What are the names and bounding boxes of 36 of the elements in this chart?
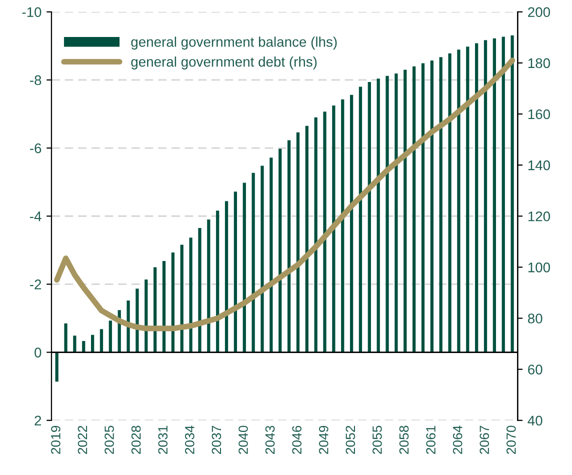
y-tick-label: -4 [30, 212, 42, 222]
y2-tick-label: 80 [528, 314, 542, 324]
x-tick-label: 2055 [372, 426, 382, 454]
y2-tick-label: 60 [528, 364, 542, 374]
y2-tick-label: 140 [528, 160, 550, 170]
y-tick-label: -10 [22, 7, 42, 18]
x-tick-label: 2043 [265, 426, 275, 454]
x-tick-label: 2049 [318, 426, 328, 454]
x-tick-label: 2064 [452, 426, 462, 454]
legend-label: general government balance (lhs) [131, 36, 337, 50]
x-tick-label: 2046 [292, 426, 302, 454]
x-tick-label: 2034 [184, 426, 194, 454]
x-tick-label: 2061 [426, 426, 436, 454]
y-tick-label: 0 [34, 348, 42, 358]
x-tick-label: 2022 [78, 426, 88, 454]
x-tick-label: 2070 [506, 426, 516, 454]
x-tick-label: 2028 [131, 426, 141, 454]
y2-tick-label: 100 [528, 262, 550, 272]
y2-tick-label: 200 [528, 7, 550, 18]
y2-tick-label: 40 [528, 416, 542, 426]
x-tick-label: 2025 [104, 426, 114, 454]
y2-tick-label: 160 [528, 109, 550, 120]
y2-tick-label: 120 [528, 211, 550, 222]
y-tick-label: -6 [30, 143, 42, 154]
x-tick-label: 2052 [346, 426, 356, 454]
x-tick-label: 2031 [158, 426, 168, 454]
x-tick-label: 2040 [238, 426, 248, 454]
x-tick-label: 2019 [51, 426, 60, 454]
y2-tick-label: 180 [528, 58, 550, 68]
y-tick-label: -8 [30, 75, 42, 86]
x-tick-label: 2058 [399, 426, 409, 454]
y-tick-label: -2 [30, 280, 42, 290]
x-tick-label: 2067 [480, 426, 490, 454]
legend-label: general government debt (rhs) [131, 56, 317, 70]
x-tick-label: 2037 [212, 426, 222, 454]
y-tick-label: 2 [34, 416, 42, 426]
